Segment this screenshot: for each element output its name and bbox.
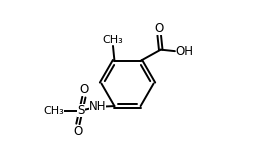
Text: NH: NH bbox=[88, 100, 106, 113]
Text: O: O bbox=[73, 125, 83, 138]
Text: S: S bbox=[77, 104, 84, 117]
Text: CH₃: CH₃ bbox=[103, 35, 123, 45]
Text: O: O bbox=[155, 22, 164, 35]
Text: OH: OH bbox=[176, 45, 194, 58]
Text: O: O bbox=[79, 83, 88, 96]
Text: CH₃: CH₃ bbox=[43, 105, 64, 116]
